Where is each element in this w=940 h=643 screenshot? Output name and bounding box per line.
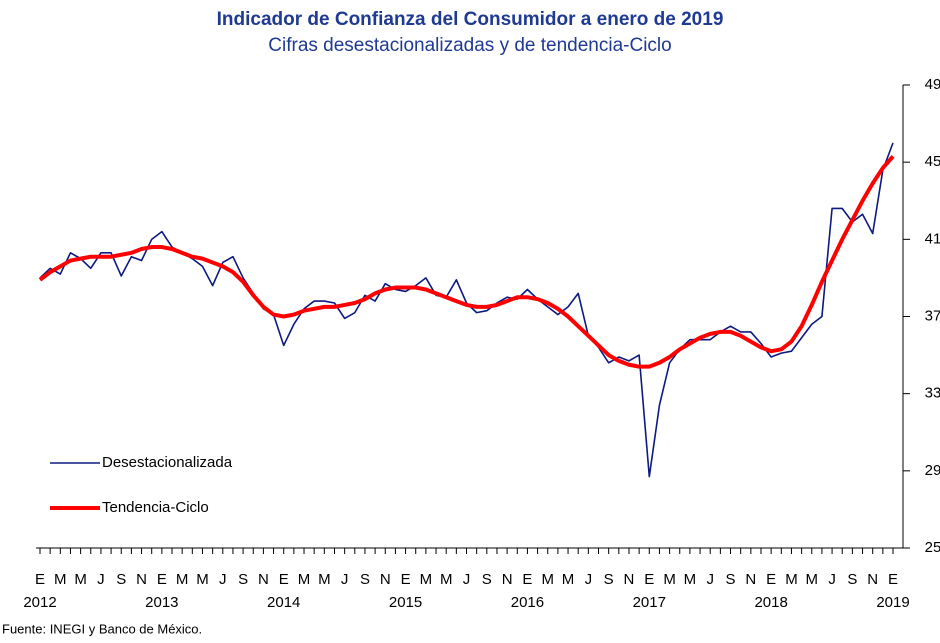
- x-tick-label: N: [136, 571, 147, 588]
- x-tick-label: M: [663, 571, 676, 588]
- year-label: 2013: [145, 594, 178, 611]
- x-tick-label: M: [806, 571, 819, 588]
- series-line: [39, 142, 894, 478]
- x-tick-label: N: [745, 571, 756, 588]
- x-tick-label: N: [502, 571, 513, 588]
- x-tick-label: J: [341, 571, 349, 588]
- x-tick-label: E: [35, 571, 45, 588]
- y-tick-label: 37: [925, 307, 940, 324]
- legend-label: Desestacionalizada: [102, 454, 233, 471]
- x-tick-label: J: [585, 571, 593, 588]
- y-tick-label: 25: [925, 539, 940, 556]
- x-tick-label: S: [482, 571, 492, 588]
- y-tick-label: 49: [925, 76, 940, 93]
- x-tick-label: M: [541, 571, 554, 588]
- year-label: 2012: [23, 594, 56, 611]
- year-label: 2014: [267, 594, 300, 611]
- series-line: [38, 155, 895, 369]
- year-label: 2017: [633, 594, 666, 611]
- x-tick-label: E: [888, 571, 898, 588]
- x-tick-label: M: [176, 571, 189, 588]
- x-tick-label: M: [684, 571, 697, 588]
- x-tick-label: N: [380, 571, 391, 588]
- x-tick-label: E: [522, 571, 532, 588]
- x-tick-label: N: [624, 571, 635, 588]
- x-tick-label: M: [785, 571, 798, 588]
- x-tick-label: M: [298, 571, 311, 588]
- chart-subtitle: Cifras desestacionalizadas y de tendenci…: [268, 35, 671, 56]
- x-tick-label: E: [401, 571, 411, 588]
- y-tick-label: 45: [925, 153, 940, 170]
- y-tick-label: 41: [925, 230, 940, 247]
- x-tick-label: M: [74, 571, 87, 588]
- x-tick-label: J: [219, 571, 227, 588]
- x-tick-label: S: [360, 571, 370, 588]
- x-tick-label: M: [562, 571, 575, 588]
- x-tick-label: S: [238, 571, 248, 588]
- year-label: 2019: [876, 594, 909, 611]
- x-tick-label: M: [440, 571, 453, 588]
- x-tick-label: M: [420, 571, 433, 588]
- x-tick-label: J: [463, 571, 471, 588]
- year-label: 2016: [511, 594, 544, 611]
- y-tick-label: 29: [925, 462, 940, 479]
- x-tick-label: S: [116, 571, 126, 588]
- chart-title: Indicador de Confianza del Consumidor a …: [217, 9, 724, 30]
- x-tick-label: J: [706, 571, 714, 588]
- x-tick-label: E: [279, 571, 289, 588]
- x-tick-label: E: [157, 571, 167, 588]
- x-tick-label: M: [196, 571, 209, 588]
- x-tick-label: J: [97, 571, 105, 588]
- legend-label: Tendencia-Ciclo: [102, 499, 209, 516]
- x-tick-label: S: [847, 571, 857, 588]
- x-tick-label: E: [766, 571, 776, 588]
- x-tick-label: N: [867, 571, 878, 588]
- year-label: 2018: [754, 594, 787, 611]
- x-tick-label: J: [828, 571, 836, 588]
- source-note: Fuente: INEGI y Banco de México.: [2, 621, 202, 636]
- x-tick-label: E: [644, 571, 654, 588]
- y-tick-label: 33: [925, 385, 940, 402]
- x-tick-label: M: [318, 571, 331, 588]
- x-tick-label: S: [726, 571, 736, 588]
- x-tick-label: N: [258, 571, 269, 588]
- x-tick-label: S: [604, 571, 614, 588]
- year-label: 2015: [389, 594, 422, 611]
- x-tick-label: M: [54, 571, 67, 588]
